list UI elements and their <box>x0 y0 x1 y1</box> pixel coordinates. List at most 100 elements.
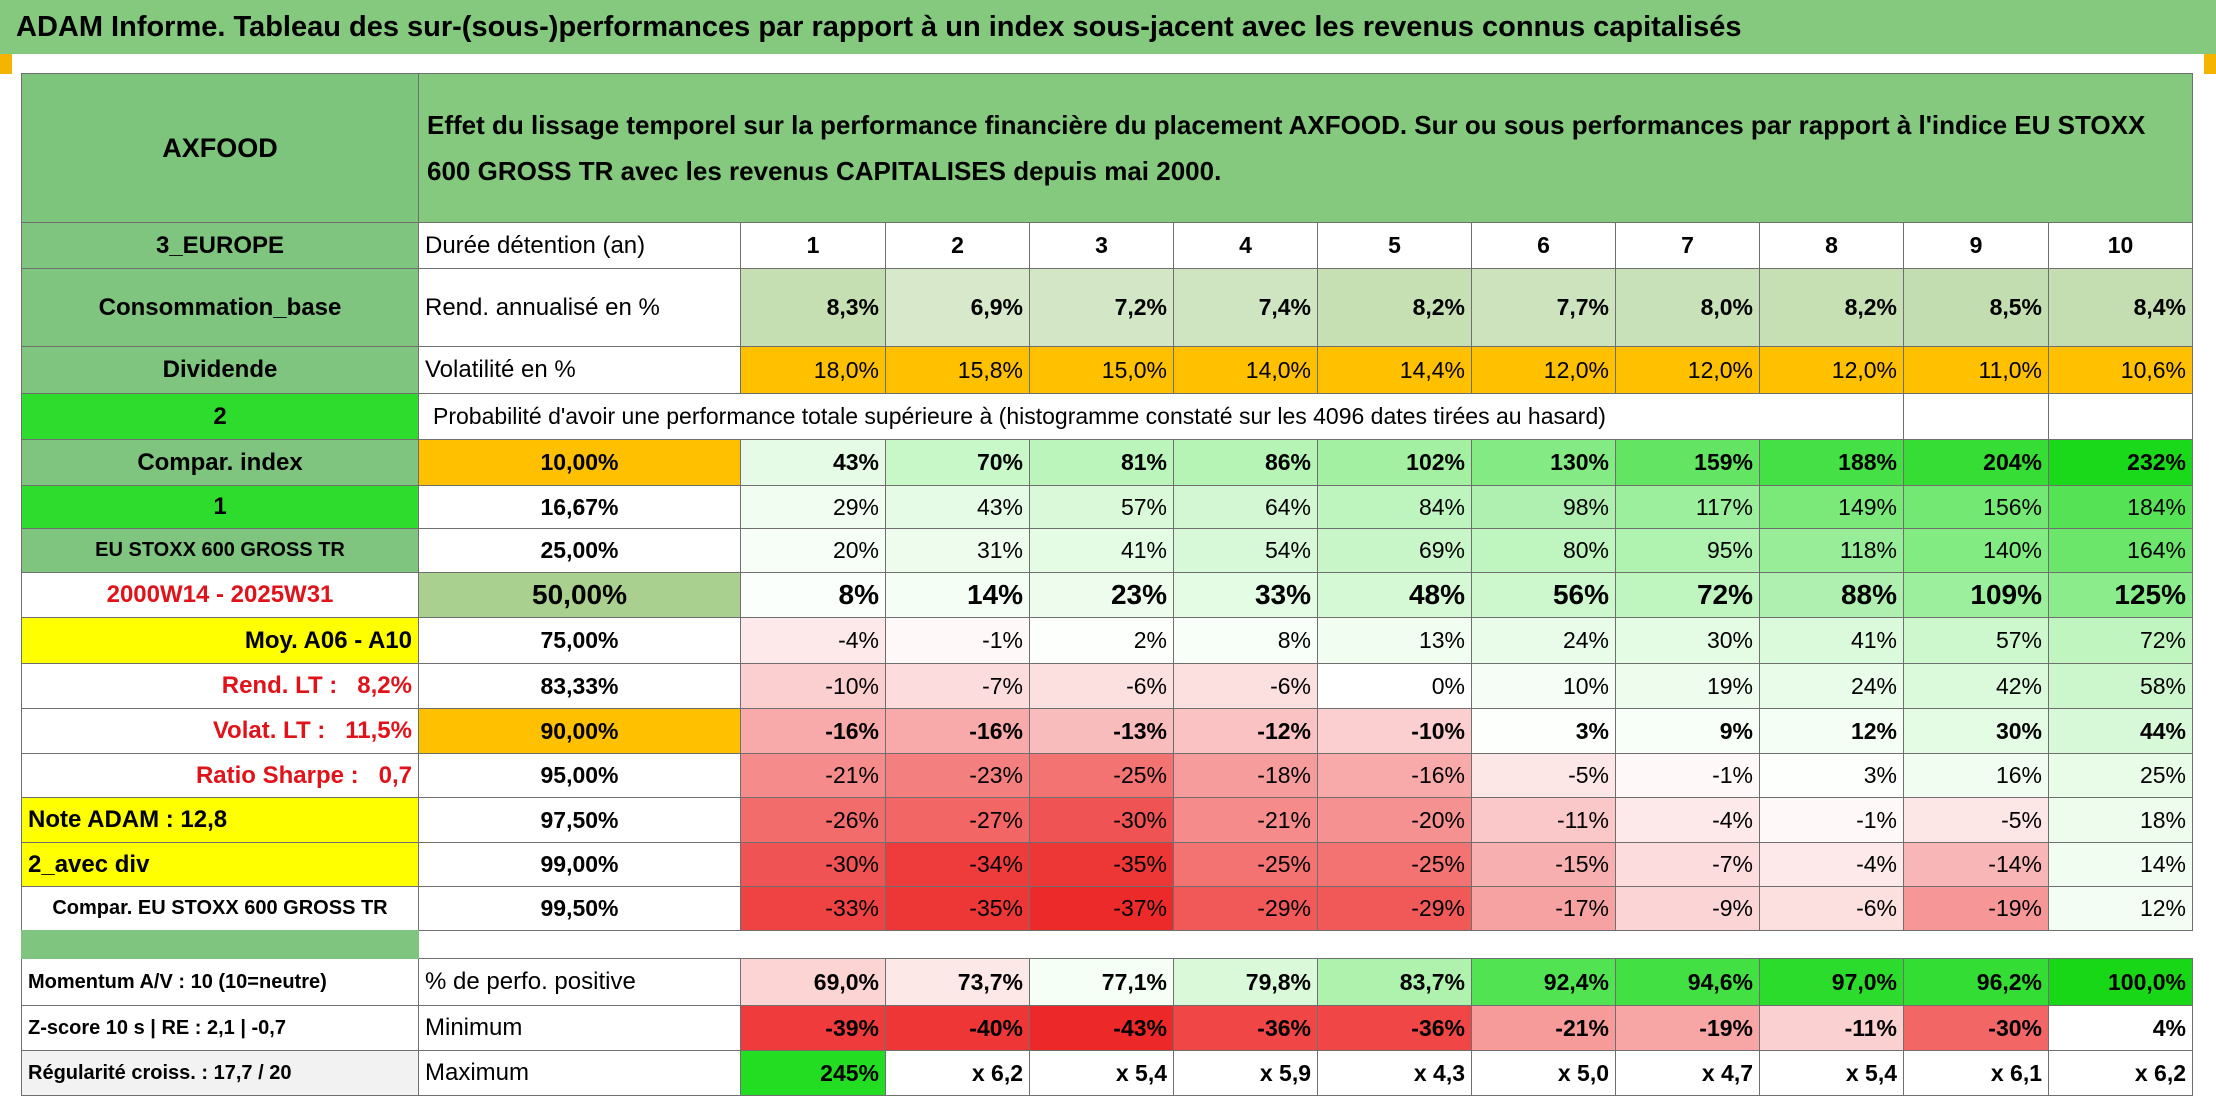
value-cell: 6,9% <box>885 268 1030 347</box>
value-cell: 8 <box>1759 222 1904 269</box>
value-cell: 33% <box>1173 572 1318 618</box>
value-cell: -37% <box>1029 886 1174 931</box>
value-cell: 57% <box>1903 617 2049 664</box>
value-cell: 8,4% <box>2048 268 2193 347</box>
value-cell: -43% <box>1029 1005 1174 1051</box>
value-cell: 86% <box>1173 439 1318 486</box>
row-label: EU STOXX 600 GROSS TR <box>21 528 419 573</box>
row-label: Compar. index <box>21 439 419 486</box>
value-cell: -11% <box>1759 1005 1904 1051</box>
value-cell: 8% <box>740 572 886 618</box>
value-cell: 184% <box>2048 485 2193 529</box>
value-cell: -5% <box>1903 797 2049 843</box>
value-cell: -33% <box>740 886 886 931</box>
value-cell: -40% <box>885 1005 1030 1051</box>
row-label: Z-score 10 s | RE : 2,1 | -0,7 <box>21 1005 419 1051</box>
value-cell: 96,2% <box>1903 958 2049 1006</box>
value-cell: -25% <box>1317 842 1472 887</box>
value-cell: -7% <box>885 663 1030 709</box>
value-cell: -4% <box>1615 797 1760 843</box>
value-cell: 15,8% <box>885 346 1030 394</box>
value-cell: -1% <box>1759 797 1904 843</box>
value-cell: -27% <box>885 797 1030 843</box>
value-cell: 81% <box>1029 439 1174 486</box>
row-label: 3_EUROPE <box>21 222 419 269</box>
value-cell: 8,2% <box>1317 268 1472 347</box>
value-cell: x 5,4 <box>1029 1050 1174 1096</box>
value-cell: 19% <box>1615 663 1760 709</box>
value-cell: 92,4% <box>1471 958 1616 1006</box>
value-cell: x 6,2 <box>2048 1050 2193 1096</box>
row-label: Moy. A06 - A10 <box>21 617 419 664</box>
value-cell: 44% <box>2048 708 2193 754</box>
value-cell: 30% <box>1903 708 2049 754</box>
value-cell: -7% <box>1615 842 1760 887</box>
value-cell: -17% <box>1471 886 1616 931</box>
value-cell: 73,7% <box>885 958 1030 1006</box>
value-cell: 18% <box>2048 797 2193 843</box>
value-cell: -29% <box>1317 886 1472 931</box>
value-cell: -35% <box>885 886 1030 931</box>
row-head: 50,00% <box>418 572 741 618</box>
value-cell: 69,0% <box>740 958 886 1006</box>
value-cell: 16% <box>1903 753 2049 798</box>
value-cell: 204% <box>1903 439 2049 486</box>
value-cell: -18% <box>1173 753 1318 798</box>
value-cell: 14,4% <box>1317 346 1472 394</box>
value-cell: -16% <box>885 708 1030 754</box>
value-cell: -26% <box>740 797 886 843</box>
value-cell: 130% <box>1471 439 1616 486</box>
description-cell: Effet du lissage temporel sur la perform… <box>418 73 2193 223</box>
edge-marker <box>0 54 12 74</box>
value-cell: 4 <box>1173 222 1318 269</box>
value-cell: 164% <box>2048 528 2193 573</box>
value-cell: 29% <box>740 485 886 529</box>
row-head: 16,67% <box>418 485 741 529</box>
value-cell: -36% <box>1317 1005 1472 1051</box>
row-head: Maximum <box>418 1050 741 1096</box>
value-cell: 69% <box>1317 528 1472 573</box>
value-cell: 8,2% <box>1759 268 1904 347</box>
value-cell: 1 <box>740 222 886 269</box>
value-cell: 57% <box>1029 485 1174 529</box>
value-cell: 12,0% <box>1471 346 1616 394</box>
value-cell: 24% <box>1471 617 1616 664</box>
value-cell: 20% <box>740 528 886 573</box>
value-cell: -6% <box>1759 886 1904 931</box>
value-cell: 64% <box>1173 485 1318 529</box>
row-label: Volat. LT : 11,5% <box>21 708 419 754</box>
row-head: 75,00% <box>418 617 741 664</box>
value-cell: x 5,9 <box>1173 1050 1318 1096</box>
value-cell: 10 <box>2048 222 2193 269</box>
value-cell: 2% <box>1029 617 1174 664</box>
value-cell: 12,0% <box>1615 346 1760 394</box>
value-cell: 54% <box>1173 528 1318 573</box>
value-cell: 2 <box>885 222 1030 269</box>
value-cell: x 6,1 <box>1903 1050 2049 1096</box>
value-cell: 117% <box>1615 485 1760 529</box>
value-cell: -34% <box>885 842 1030 887</box>
value-cell: x 5,4 <box>1759 1050 1904 1096</box>
row-label: Note ADAM : 12,8 <box>21 797 419 843</box>
value-cell: -29% <box>1173 886 1318 931</box>
value-cell: -21% <box>1173 797 1318 843</box>
value-cell: -12% <box>1173 708 1318 754</box>
value-cell: 79,8% <box>1173 958 1318 1006</box>
value-cell: 88% <box>1759 572 1904 618</box>
row-label: Régularité croiss. : 17,7 / 20 <box>21 1050 419 1096</box>
value-cell: 77,1% <box>1029 958 1174 1006</box>
row-head: Volatilité en % <box>418 346 741 394</box>
value-cell: 72% <box>2048 617 2193 664</box>
value-cell: -15% <box>1471 842 1616 887</box>
row-head: Probabilité d'avoir une performance tota… <box>418 393 1904 440</box>
value-cell: 31% <box>885 528 1030 573</box>
row-head: % de perfo. positive <box>418 958 741 1006</box>
row-head: 99,50% <box>418 886 741 931</box>
value-cell: x 4,7 <box>1615 1050 1760 1096</box>
value-cell: 12% <box>1759 708 1904 754</box>
row-label: 2_avec div <box>21 842 419 887</box>
row-head: 83,33% <box>418 663 741 709</box>
value-cell: 9 <box>1903 222 2049 269</box>
value-cell: 9% <box>1615 708 1760 754</box>
value-cell: -10% <box>740 663 886 709</box>
